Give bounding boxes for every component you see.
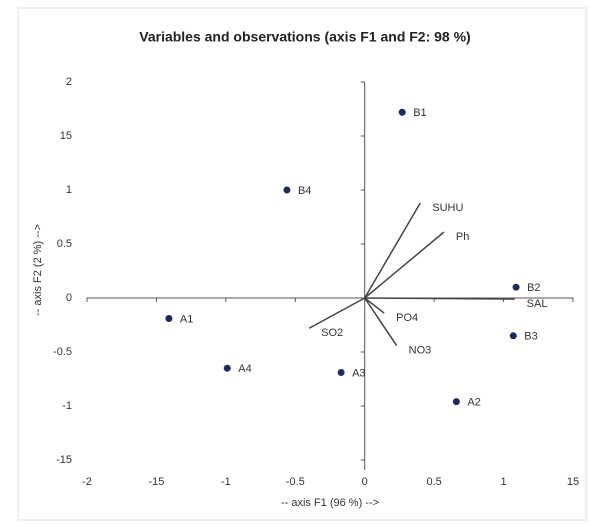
observation-point [512,283,520,291]
variable-label: Ph [456,231,469,243]
variable-vector [364,297,398,346]
variable-label: PO4 [396,312,418,324]
observation-label: A3 [352,367,365,379]
y-tick-label: 0.5 [57,238,72,250]
x-tick-label: 0.5 [426,476,441,488]
observation-label: B1 [413,107,426,119]
observation-point [398,108,406,116]
observation-label: B2 [527,282,540,294]
x-tick-label: 1 [501,476,507,488]
y-tick-label: -15 [56,454,72,466]
observation-label: A1 [180,313,193,325]
y-tick-label: 0 [66,292,72,304]
variable-vector [364,202,421,299]
observation-point [283,186,291,194]
observation-point [337,369,345,377]
variable-label: SAL [527,298,548,310]
chart-frame [17,7,587,521]
observation-point [509,332,517,340]
variable-label: NO3 [409,344,432,356]
x-tick-label: -15 [148,476,164,488]
x-tick-label: -2 [82,476,92,488]
x-tick-label: 0 [362,476,368,488]
y-tick-label: -0.5 [53,346,72,358]
y-tick-label: 2 [66,76,72,88]
observation-label: A4 [238,363,251,375]
x-tick-label: -0.5 [286,476,305,488]
y-tick-label: 15 [60,130,72,142]
x-tick-label: 15 [567,476,579,488]
observation-label: A2 [467,397,480,409]
variable-label: SUHU [432,202,463,214]
observation-point [165,315,173,323]
variable-label: SO2 [321,327,343,339]
observation-point [223,364,231,372]
chart-title: Variables and observations (axis F1 and … [139,29,470,45]
variable-vector [364,297,385,314]
x-axis-label: -- axis F1 (96 %) --> [281,497,379,509]
observation-point [452,398,460,406]
y-tick-label: -1 [62,400,72,412]
variable-vector [308,297,366,329]
y-axis-label: -- axis F2 (2 %) --> [32,224,44,316]
variable-vector [364,297,515,300]
variable-vector [364,231,445,299]
observation-label: B3 [524,331,537,343]
observation-label: B4 [298,185,311,197]
y-tick-label: 1 [66,184,72,196]
x-tick-label: -1 [221,476,231,488]
